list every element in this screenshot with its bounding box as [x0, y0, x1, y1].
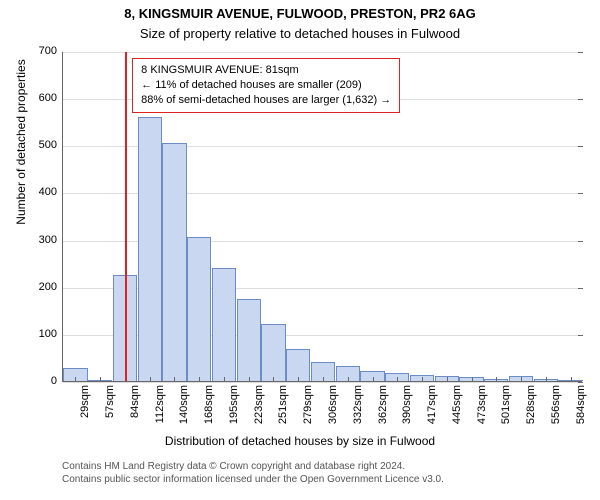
- annotation-line: 88% of semi-detached houses are larger (…: [141, 93, 391, 108]
- x-tick-label: 112sqm: [154, 381, 166, 423]
- x-tick-label: 584sqm: [575, 381, 587, 424]
- y-tick-label: 500: [39, 139, 63, 151]
- y-tick-label: 200: [39, 281, 63, 293]
- plot-area: 010020030040050060070029sqm57sqm84sqm112…: [62, 52, 582, 382]
- footer-line: Contains public sector information licen…: [62, 473, 444, 486]
- x-tick-label: 57sqm: [104, 381, 116, 418]
- y-tick-label: 100: [39, 328, 63, 340]
- y-tick-label: 300: [39, 234, 63, 246]
- x-tick-label: 445sqm: [451, 381, 463, 424]
- property-annotation: 8 KINGSMUIR AVENUE: 81sqm← 11% of detach…: [132, 58, 400, 113]
- footer-line: Contains HM Land Registry data © Crown c…: [62, 460, 444, 473]
- histogram-bar: [237, 299, 261, 382]
- x-tick-label: 501sqm: [500, 381, 512, 424]
- y-tick-label: 700: [39, 45, 63, 57]
- x-tick-label: 556sqm: [550, 381, 562, 424]
- chart-title-subtitle: Size of property relative to detached ho…: [0, 26, 600, 41]
- x-axis-label: Distribution of detached houses by size …: [0, 434, 600, 448]
- histogram-bar: [138, 117, 162, 381]
- y-tick-label: 0: [51, 375, 63, 387]
- x-tick-label: 306sqm: [327, 381, 339, 424]
- x-tick-label: 140sqm: [178, 381, 190, 424]
- x-tick-label: 29sqm: [79, 381, 91, 418]
- y-tick-label: 600: [39, 92, 63, 104]
- y-tick-label: 400: [39, 186, 63, 198]
- x-tick-label: 251sqm: [277, 381, 289, 424]
- histogram-bar: [187, 237, 211, 381]
- x-tick-label: 473sqm: [476, 381, 488, 424]
- x-tick-label: 362sqm: [377, 381, 389, 424]
- histogram-bar: [212, 268, 236, 381]
- x-tick-label: 332sqm: [352, 381, 364, 424]
- y-axis-label: Number of detached properties: [14, 0, 28, 307]
- x-tick-label: 390sqm: [401, 381, 413, 424]
- annotation-line: 8 KINGSMUIR AVENUE: 81sqm: [141, 63, 391, 78]
- x-tick-label: 528sqm: [525, 381, 537, 424]
- x-tick-label: 279sqm: [302, 381, 314, 424]
- histogram-bar: [162, 143, 186, 381]
- property-marker-line: [125, 52, 127, 381]
- footer-attribution: Contains HM Land Registry data © Crown c…: [62, 460, 444, 486]
- x-tick-label: 417sqm: [426, 381, 438, 424]
- annotation-line: ← 11% of detached houses are smaller (20…: [141, 78, 391, 93]
- x-tick-label: 84sqm: [129, 381, 141, 418]
- chart-title-address: 8, KINGSMUIR AVENUE, FULWOOD, PRESTON, P…: [0, 6, 600, 21]
- x-tick-label: 223sqm: [253, 381, 265, 424]
- histogram-bar: [261, 324, 285, 381]
- x-tick-label: 168sqm: [203, 381, 215, 424]
- x-tick-label: 195sqm: [228, 381, 240, 424]
- gridline: [63, 52, 582, 53]
